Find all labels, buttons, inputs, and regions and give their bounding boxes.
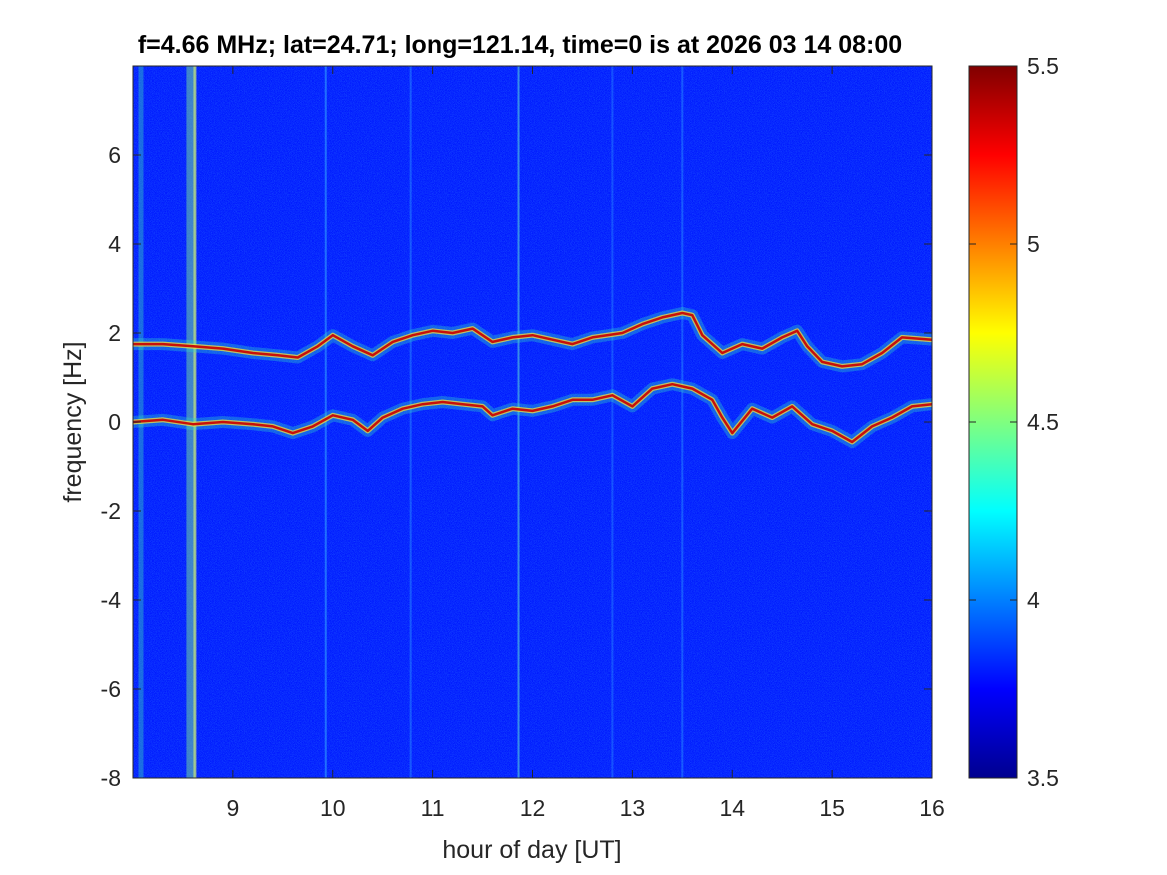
y-tick-label: 6	[108, 142, 121, 168]
y-tick-label: -8	[101, 765, 121, 791]
x-axis: 9 10 11 12 13 14 15 16	[226, 66, 945, 821]
colorbar-gradient	[968, 65, 1018, 779]
colorbar-tick-label: 4.5	[1027, 409, 1059, 435]
y-axis-label: frequency [Hz]	[59, 341, 87, 502]
echo-trace-line	[133, 311, 932, 368]
x-tick-label: 10	[320, 795, 346, 821]
interference-stripe	[681, 66, 684, 778]
x-tick-label: 15	[819, 795, 845, 821]
colorbar-tick-label: 5	[1027, 231, 1040, 257]
x-tick-label: 12	[520, 795, 546, 821]
echo-trace-line	[133, 382, 932, 444]
x-tick-label: 14	[719, 795, 745, 821]
echo-traces	[133, 307, 932, 448]
colorbar-tick-label: 3.5	[1027, 765, 1059, 791]
y-tick-label: -6	[101, 676, 121, 702]
plot-area	[133, 66, 932, 778]
chart-title: f=4.66 MHz; lat=24.71; long=121.14, time…	[138, 31, 902, 59]
x-tick-label: 13	[620, 795, 646, 821]
interference-stripe	[517, 66, 520, 778]
y-tick-label: 4	[108, 231, 121, 257]
y-tick-label: 2	[108, 320, 121, 346]
y-tick-label: -4	[101, 587, 122, 613]
y-tick-label: 0	[108, 409, 121, 435]
colorbar-ticks: 3.5 4 4.5 5 5.5	[969, 53, 1059, 791]
interference-stripe	[409, 66, 412, 778]
colorbar: 3.5 4 4.5 5 5.5	[968, 53, 1059, 791]
y-axis: -8 -6 -4 -2 0 2 4 6	[101, 142, 932, 791]
colorbar-tick-label: 4	[1027, 587, 1040, 613]
y-tick-label: -2	[101, 498, 121, 524]
x-axis-label: hour of day [UT]	[442, 836, 621, 864]
x-tick-label: 9	[226, 795, 239, 821]
colorbar-tick-label: 5.5	[1027, 53, 1059, 79]
x-tick-label: 16	[919, 795, 945, 821]
x-tick-label: 11	[421, 795, 445, 821]
noise-texture	[133, 66, 932, 778]
interference-stripe	[611, 66, 614, 778]
